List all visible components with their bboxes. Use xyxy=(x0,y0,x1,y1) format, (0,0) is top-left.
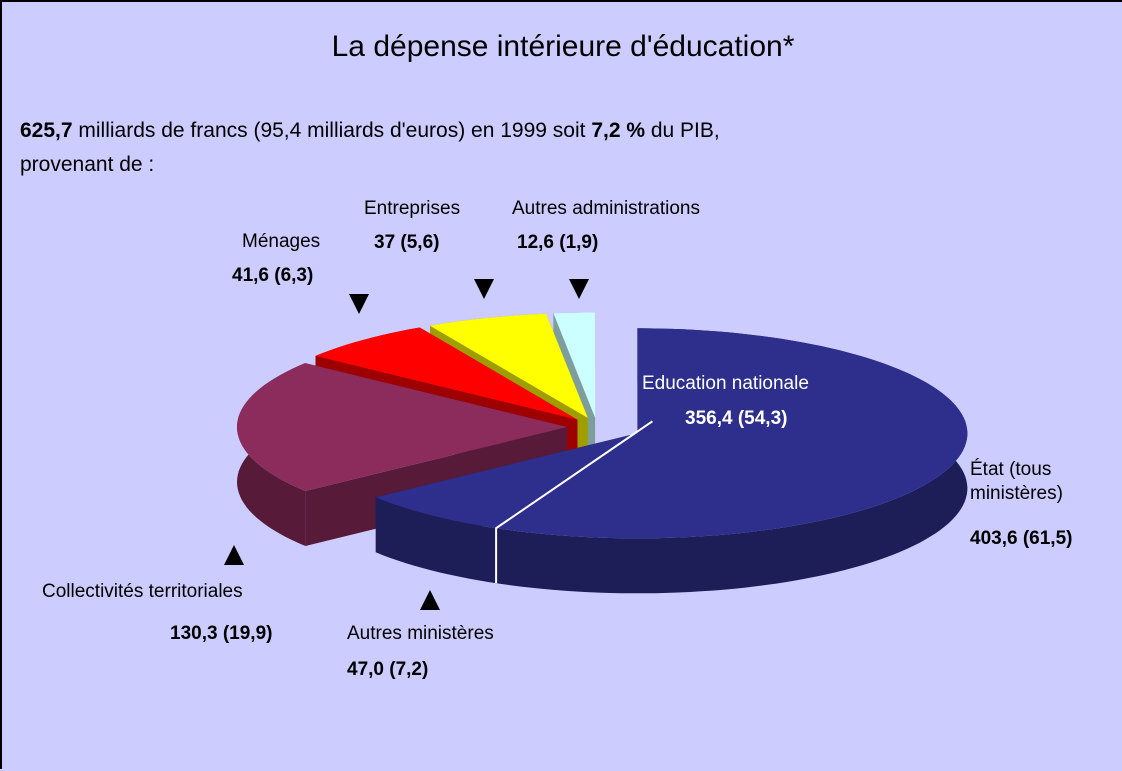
pointer xyxy=(569,279,589,299)
slices xyxy=(237,312,968,594)
subtitle-part: 625,7 xyxy=(20,119,73,142)
slice-label: Entreprises xyxy=(364,198,461,219)
pointer xyxy=(224,545,244,565)
slice-label: Ménages xyxy=(242,231,321,252)
slice-top xyxy=(430,313,588,418)
subtitle-part: 7,2 % xyxy=(591,119,646,142)
subtitle-line: provenant de : xyxy=(20,153,155,176)
pointer xyxy=(420,590,440,610)
breakdown-value: 47,0 (7,2) xyxy=(347,659,429,680)
slice-top xyxy=(237,363,567,491)
slice-top xyxy=(375,328,968,539)
subtitle: 625,7 milliards de francs (95,4 milliard… xyxy=(20,114,720,182)
slice-label: Collectivités territoriales xyxy=(42,581,243,602)
slice-top xyxy=(315,327,578,420)
subtitle-line: 625,7 milliards de francs (95,4 milliard… xyxy=(20,114,720,148)
breakdown-label: Autres ministères xyxy=(347,623,494,644)
chart-title: La dépense intérieure d'éducation* xyxy=(331,30,795,63)
value-label: 130,3 (19,9) xyxy=(170,623,273,644)
value-label: 403,6 (61,5) xyxy=(970,528,1073,549)
pointers xyxy=(224,279,589,610)
value-label: 12,6 (1,9) xyxy=(517,232,599,253)
subtitle-part: du PIB, xyxy=(645,119,720,142)
slice-top xyxy=(553,312,596,418)
breakdown-label: Education nationale xyxy=(642,373,809,394)
breakdown-divider xyxy=(495,420,653,584)
pointer xyxy=(474,279,494,299)
slice xyxy=(375,328,968,594)
value-label: 41,6 (6,3) xyxy=(232,265,314,286)
pointer xyxy=(349,294,369,314)
slice-label: Autres administrations xyxy=(512,198,700,219)
subtitle-part: milliards de francs (95,4 milliards d'eu… xyxy=(72,119,592,142)
breakdown-value: 356,4 (54,3) xyxy=(685,408,788,429)
slice-label: État (tous ministères) xyxy=(970,459,1063,504)
value-label: 37 (5,6) xyxy=(374,232,440,253)
